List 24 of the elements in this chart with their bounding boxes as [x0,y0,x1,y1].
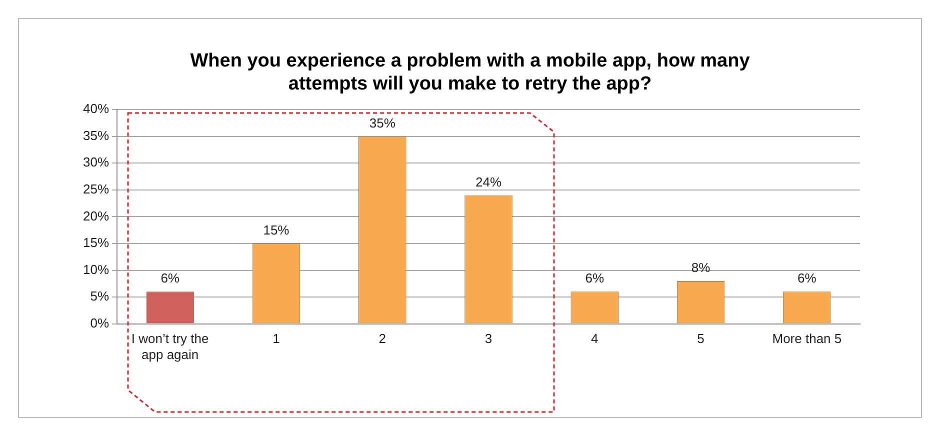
y-tick-label: 5% [90,288,110,304]
chart-title: When you experience a problem with a mobile app, how many attempts will you make to retry the app? [190,50,750,94]
y-tick-label: 35% [82,128,110,143]
x-tick-label: More than 5 [772,331,842,346]
x-tick-label: I won’t try the app again [131,331,209,362]
y-tick-label: 15% [82,235,110,250]
y-tick-label: 25% [82,182,110,197]
y-tick-label: 10% [82,262,110,277]
x-tick-label: 3 [484,331,492,346]
y-tick-label: 20% [82,208,110,224]
data-label: 6% [585,270,604,286]
data-label: 24% [475,174,502,190]
data-label: 15% [263,222,290,238]
data-label: 6% [798,270,817,286]
data-label: 8% [691,260,711,276]
x-tick-label: 2 [378,331,386,346]
x-tick-label: 1 [272,331,280,346]
data-label: 35% [369,115,396,130]
y-tick-label: 40% [82,101,110,116]
x-tick-label: 5 [697,331,704,346]
x-tick-label: 4 [591,331,598,346]
y-tick-label: 0% [90,315,110,330]
y-tick-label: 30% [82,154,110,170]
data-label: 6% [160,270,180,286]
